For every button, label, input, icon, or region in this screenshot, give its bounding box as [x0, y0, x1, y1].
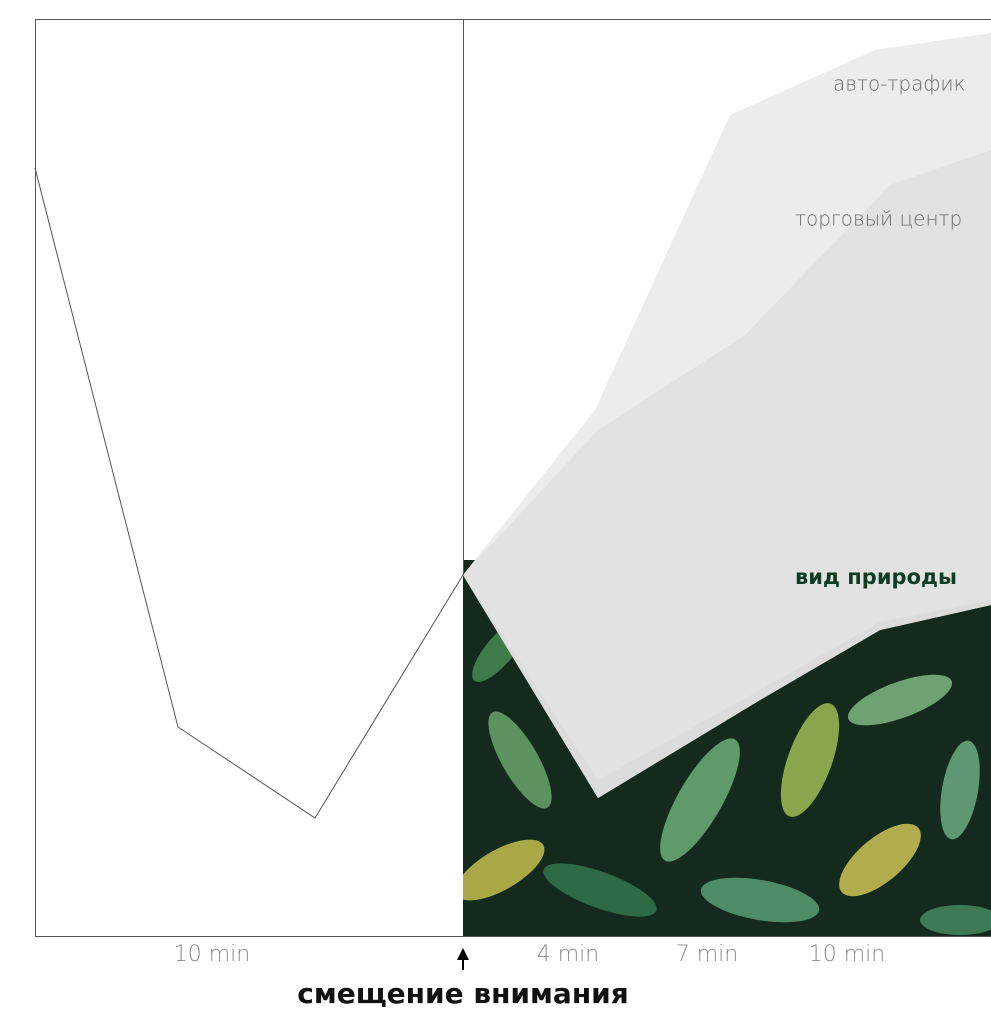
- label: торговый центр: [795, 207, 962, 231]
- frame: [35, 19, 991, 937]
- arrow-head: [457, 948, 469, 960]
- x-tick-label: 4 min: [537, 942, 599, 967]
- label: вид природы: [795, 565, 957, 589]
- label: авто-трафик: [833, 72, 965, 96]
- annotation: смещение внимания: [297, 977, 629, 1010]
- x-tick-label: 7 min: [676, 942, 738, 967]
- x-tick-label: 10 min: [174, 942, 250, 967]
- x-tick-label: 10 min: [809, 942, 885, 967]
- attention-line: [34, 167, 464, 819]
